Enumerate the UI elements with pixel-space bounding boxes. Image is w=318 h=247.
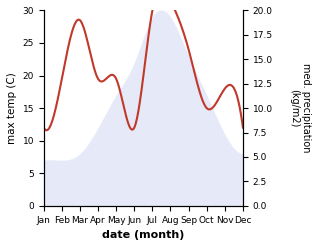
Y-axis label: max temp (C): max temp (C) <box>7 72 17 144</box>
X-axis label: date (month): date (month) <box>102 230 184 240</box>
Y-axis label: med. precipitation
(kg/m2): med. precipitation (kg/m2) <box>289 63 311 153</box>
